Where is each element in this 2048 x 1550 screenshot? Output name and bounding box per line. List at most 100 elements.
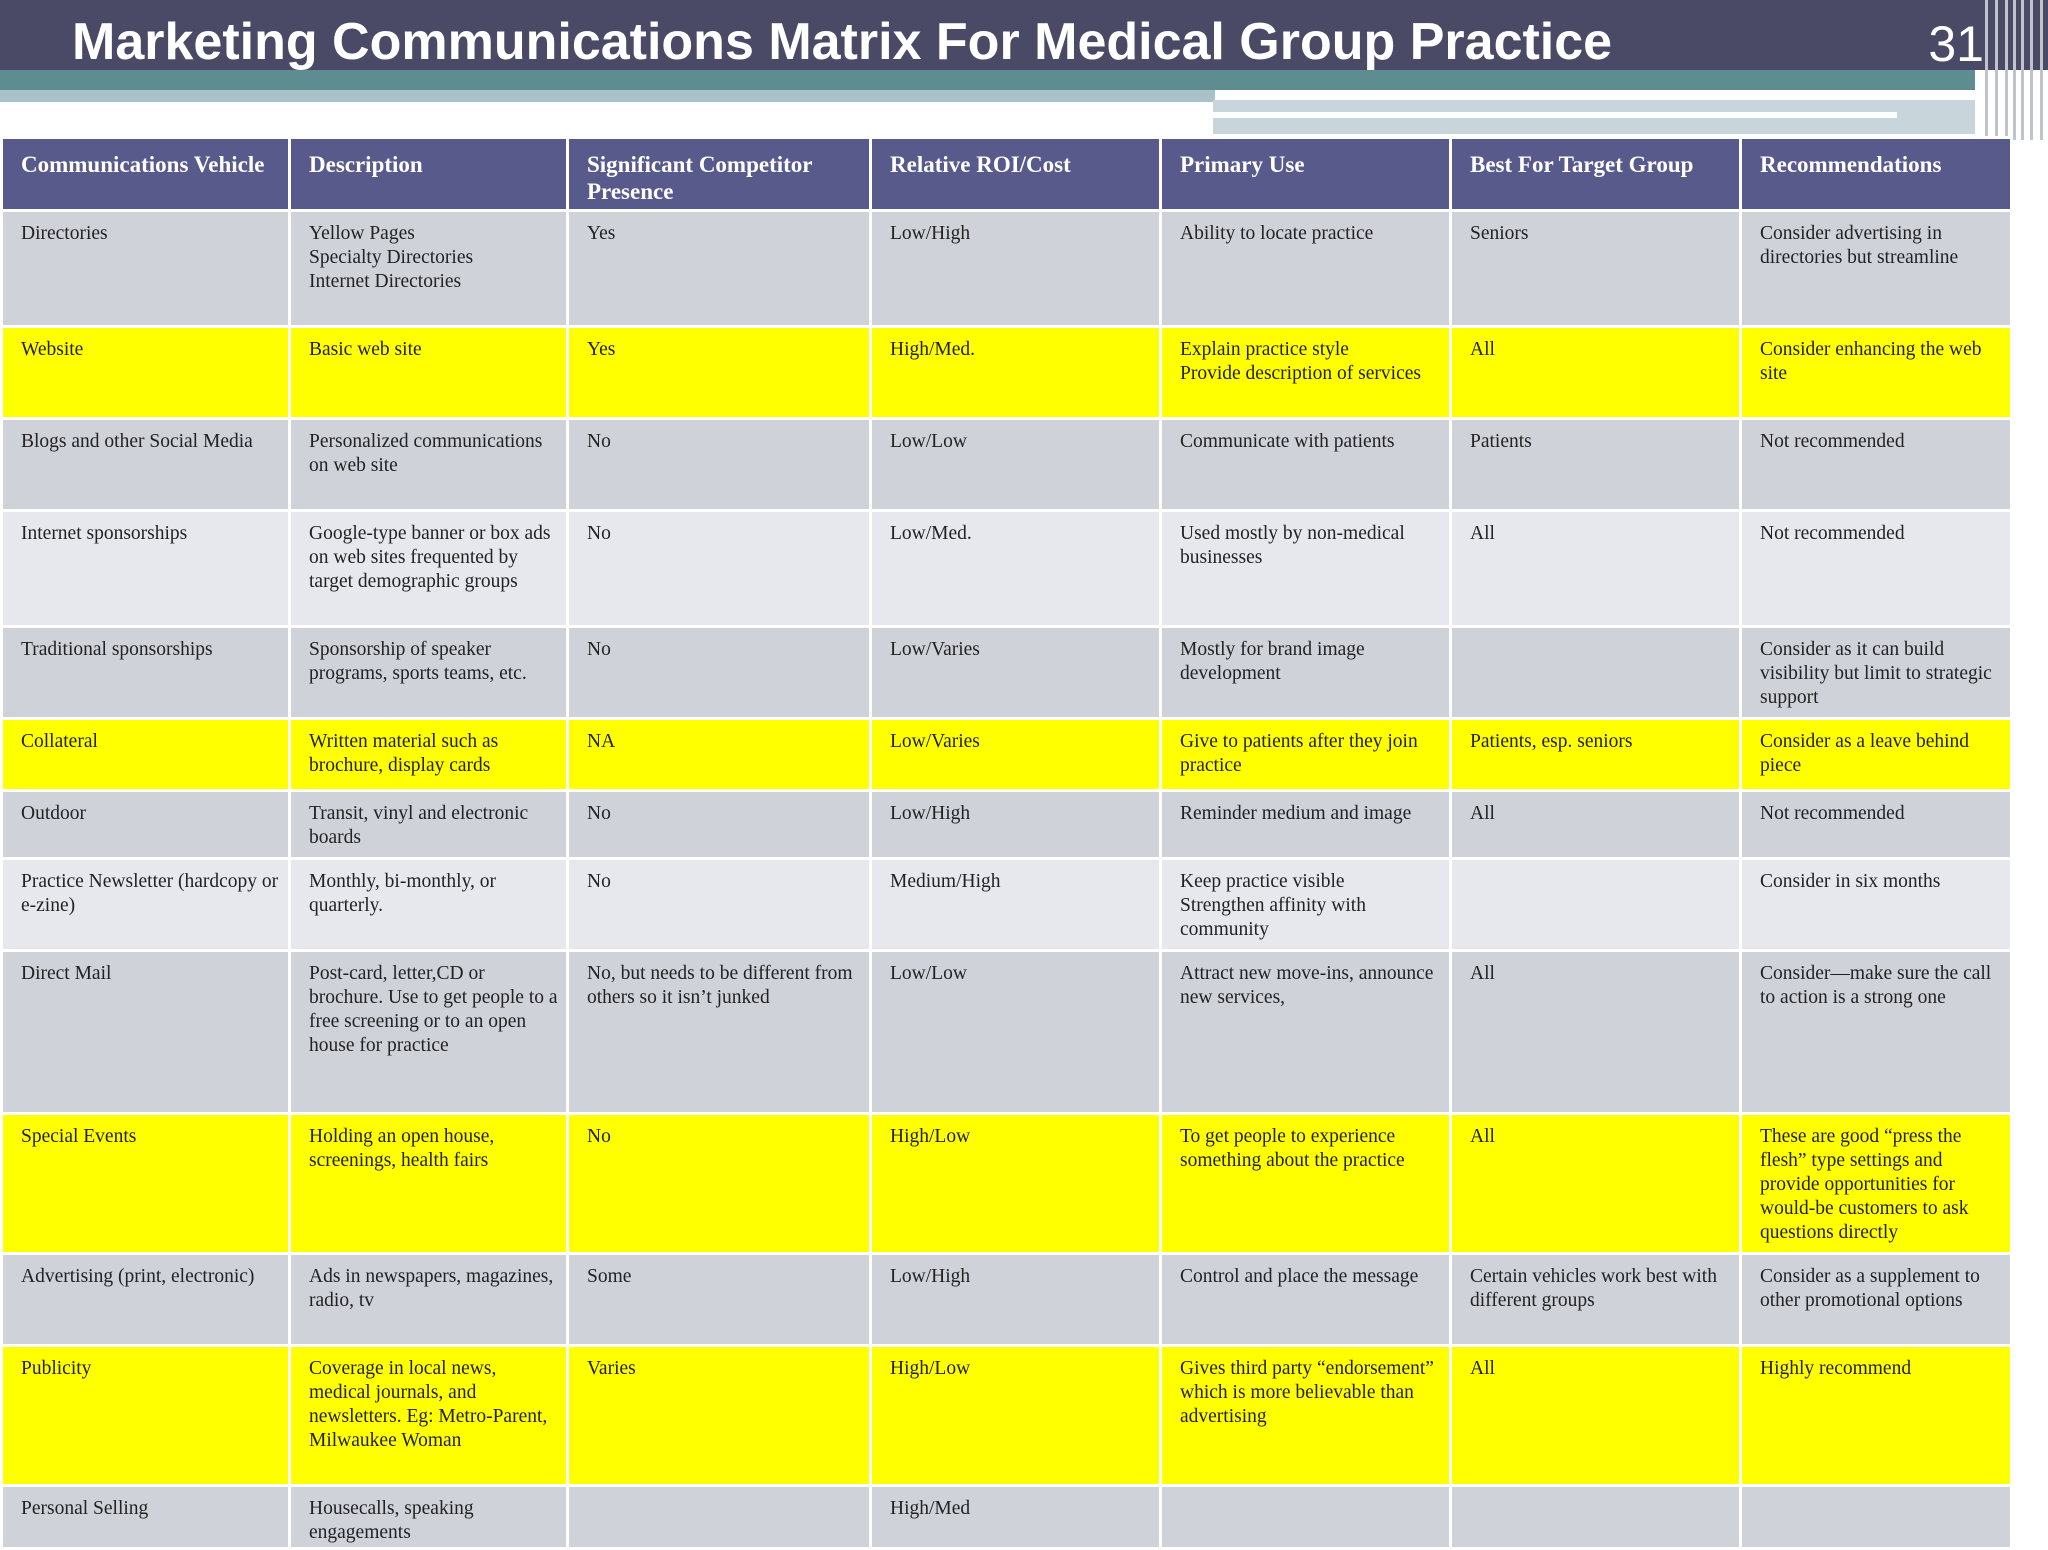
table-cell: High/Low bbox=[872, 1347, 1159, 1484]
table-header-row: Communications Vehicle Description Signi… bbox=[3, 139, 2010, 209]
table-cell: No bbox=[569, 1115, 869, 1252]
table-cell: Personalized communications on web site bbox=[291, 420, 566, 509]
title-bar bbox=[0, 0, 2048, 70]
table-cell: Advertising (print, electronic) bbox=[3, 1255, 288, 1344]
header-accent-line bbox=[1213, 112, 1897, 118]
table-cell: No bbox=[569, 860, 869, 949]
table-cell: Consider enhancing the web site bbox=[1742, 328, 2010, 417]
table-cell: Low/Varies bbox=[872, 720, 1159, 789]
table-cell: Blogs and other Social Media bbox=[3, 420, 288, 509]
table-cell: Some bbox=[569, 1255, 869, 1344]
column-header: Description bbox=[291, 139, 566, 209]
decorative-stripe bbox=[2040, 0, 2043, 140]
table-cell: Patients bbox=[1452, 420, 1739, 509]
header-accent-bar bbox=[0, 70, 1975, 90]
table-cell: Mostly for brand image development bbox=[1162, 628, 1449, 717]
table-row: Special Events Holding an open house, sc… bbox=[3, 1115, 2010, 1252]
decorative-stripe bbox=[2030, 0, 2033, 140]
decorative-stripe bbox=[2005, 0, 2008, 140]
table-cell: Low/Med. bbox=[872, 512, 1159, 625]
table-cell: Consider advertising in directories but … bbox=[1742, 212, 2010, 325]
table-cell: All bbox=[1452, 952, 1739, 1112]
decorative-stripe bbox=[1985, 0, 1988, 140]
table-cell: Low/Varies bbox=[872, 628, 1159, 717]
table-cell: No, but needs to be different from other… bbox=[569, 952, 869, 1112]
table-cell: Low/Low bbox=[872, 952, 1159, 1112]
table-cell: Google-type banner or box ads on web sit… bbox=[291, 512, 566, 625]
table-cell: Reminder medium and image bbox=[1162, 792, 1449, 857]
table-row: Website Basic web site Yes High/Med. Exp… bbox=[3, 328, 2010, 417]
table-row: Advertising (print, electronic) Ads in n… bbox=[3, 1255, 2010, 1344]
table-row: Publicity Coverage in local news, medica… bbox=[3, 1347, 2010, 1484]
column-header: Relative ROI/Cost bbox=[872, 139, 1159, 209]
table-cell: All bbox=[1452, 792, 1739, 857]
table-cell: To get people to experience something ab… bbox=[1162, 1115, 1449, 1252]
table-cell: Patients, esp. seniors bbox=[1452, 720, 1739, 789]
table-cell: Consider as it can build visibility but … bbox=[1742, 628, 2010, 717]
table-cell: Post-card, letter,CD or brochure. Use to… bbox=[291, 952, 566, 1112]
table-cell: Outdoor bbox=[3, 792, 288, 857]
communications-matrix-table: Communications Vehicle Description Signi… bbox=[0, 136, 2013, 1550]
table-cell: Not recommended bbox=[1742, 420, 2010, 509]
table-cell: Low/High bbox=[872, 212, 1159, 325]
table-cell: Yes bbox=[569, 212, 869, 325]
table-row: Practice Newsletter (hardcopy or e-zine)… bbox=[3, 860, 2010, 949]
table-cell: Consider in six months bbox=[1742, 860, 2010, 949]
table-cell: These are good “press the flesh” type se… bbox=[1742, 1115, 2010, 1252]
table-row: Blogs and other Social Media Personalize… bbox=[3, 420, 2010, 509]
table-cell: NA bbox=[569, 720, 869, 789]
table-cell bbox=[1452, 628, 1739, 717]
table-cell: Used mostly by non-medical businesses bbox=[1162, 512, 1449, 625]
table-cell: Explain practice style Provide descripti… bbox=[1162, 328, 1449, 417]
table-cell: Personal Selling bbox=[3, 1487, 288, 1547]
table-cell bbox=[1452, 1487, 1739, 1547]
column-header: Primary Use bbox=[1162, 139, 1449, 209]
table-cell: Control and place the message bbox=[1162, 1255, 1449, 1344]
table-cell: Highly recommend bbox=[1742, 1347, 2010, 1484]
table-row: Personal Selling Housecalls, speaking en… bbox=[3, 1487, 2010, 1547]
table-cell: High/Med bbox=[872, 1487, 1159, 1547]
decorative-stripe bbox=[1995, 0, 1998, 140]
decorative-stripe bbox=[2021, 0, 2024, 140]
table-cell: Holding an open house, screenings, healt… bbox=[291, 1115, 566, 1252]
table-cell: Medium/High bbox=[872, 860, 1159, 949]
column-header: Best For Target Group bbox=[1452, 139, 1739, 209]
column-header: Significant Competitor Presence bbox=[569, 139, 869, 209]
table-cell: Low/High bbox=[872, 1255, 1159, 1344]
table-row: Outdoor Transit, vinyl and electronic bo… bbox=[3, 792, 2010, 857]
table-cell: Direct Mail bbox=[3, 952, 288, 1112]
table-cell: Written material such as brochure, displ… bbox=[291, 720, 566, 789]
table-row: Direct Mail Post-card, letter,CD or broc… bbox=[3, 952, 2010, 1112]
table-cell: No bbox=[569, 420, 869, 509]
table-cell: Not recommended bbox=[1742, 792, 2010, 857]
table-row: Collateral Written material such as broc… bbox=[3, 720, 2010, 789]
table-cell bbox=[1452, 860, 1739, 949]
table-cell: Coverage in local news, medical journals… bbox=[291, 1347, 566, 1484]
table-cell: Publicity bbox=[3, 1347, 288, 1484]
slide-title: Marketing Communications Matrix For Medi… bbox=[72, 13, 1613, 71]
table-cell: Sponsorship of speaker programs, sports … bbox=[291, 628, 566, 717]
table-cell: Consider as a leave behind piece bbox=[1742, 720, 2010, 789]
table-cell: All bbox=[1452, 512, 1739, 625]
column-header: Recommendations bbox=[1742, 139, 2010, 209]
table-cell bbox=[1742, 1487, 2010, 1547]
table-cell: Ads in newspapers, magazines, radio, tv bbox=[291, 1255, 566, 1344]
table-cell: High/Low bbox=[872, 1115, 1159, 1252]
table-cell: No bbox=[569, 792, 869, 857]
table-cell: No bbox=[569, 628, 869, 717]
table-cell: Varies bbox=[569, 1347, 869, 1484]
table-cell: Basic web site bbox=[291, 328, 566, 417]
table-cell: Transit, vinyl and electronic boards bbox=[291, 792, 566, 857]
table-cell bbox=[1162, 1487, 1449, 1547]
table-cell: Gives third party “endorsement” which is… bbox=[1162, 1347, 1449, 1484]
table-row: Traditional sponsorships Sponsorship of … bbox=[3, 628, 2010, 717]
table-cell: Keep practice visible Strengthen affinit… bbox=[1162, 860, 1449, 949]
header-accent-bar-light bbox=[0, 90, 1215, 102]
table-cell: High/Med. bbox=[872, 328, 1159, 417]
table-cell: Practice Newsletter (hardcopy or e-zine) bbox=[3, 860, 288, 949]
table-cell: Low/Low bbox=[872, 420, 1159, 509]
table-cell: Yes bbox=[569, 328, 869, 417]
table-cell: Communicate with patients bbox=[1162, 420, 1449, 509]
table-cell: Not recommended bbox=[1742, 512, 2010, 625]
table-cell: Low/High bbox=[872, 792, 1159, 857]
